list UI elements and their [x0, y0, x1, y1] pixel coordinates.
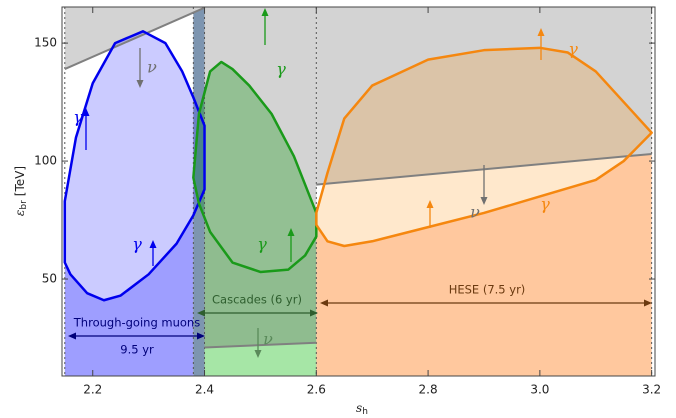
arrow-head — [254, 350, 262, 358]
y-tick-label: 50 — [42, 272, 57, 286]
annotation: γ — [73, 108, 83, 127]
x-tick-label: 3.2 — [642, 383, 661, 397]
y-label-symbol: ε — [13, 210, 27, 216]
arrow-head — [149, 240, 157, 248]
y-label-unit: [TeV] — [13, 166, 27, 196]
bound-line — [64, 7, 205, 70]
annotation: γ — [257, 235, 267, 254]
annotation: Through-going muons — [73, 316, 200, 330]
arrow-head — [197, 309, 205, 317]
bound-fill — [204, 342, 317, 376]
x-tick-label: 2.2 — [83, 383, 102, 397]
annotation: γ — [568, 40, 578, 59]
x-label-sub: h — [362, 407, 368, 417]
arrow-head — [136, 80, 144, 88]
y-tick-label: 100 — [34, 154, 57, 168]
y-tick-label: 150 — [34, 36, 57, 50]
arrow-head — [82, 108, 90, 116]
bound-line — [204, 341, 317, 349]
y-label-sub: br — [19, 200, 29, 210]
region-floor — [204, 217, 317, 376]
frame — [61, 6, 656, 377]
x-axis-label: sh — [356, 401, 368, 417]
arrow-head — [261, 8, 269, 16]
arrow-head — [537, 28, 545, 36]
x-tick-label: 2.8 — [419, 383, 438, 397]
arrow-head — [310, 309, 318, 317]
arrow-head — [320, 299, 328, 307]
contour-fill — [64, 31, 205, 301]
y-axis-label: εbr [TeV] — [13, 166, 29, 216]
x-label-symbol: s — [356, 401, 362, 415]
annotation: 9.5 yr — [120, 343, 154, 357]
contour-line — [63, 30, 206, 302]
annotation: HESE (7.5 yr) — [449, 283, 526, 297]
arrow-head — [287, 228, 295, 236]
contour-fill — [193, 61, 317, 272]
annotation: γ — [132, 235, 142, 254]
contour-fill — [316, 47, 652, 247]
annotation: ν — [263, 330, 273, 349]
annotation: γ — [540, 195, 550, 214]
arrow-head — [68, 332, 76, 340]
annotation: ν — [147, 58, 157, 77]
annotation: Cascades (6 yr) — [212, 293, 302, 307]
x-tick-label: 2.6 — [307, 383, 326, 397]
arrow-head — [644, 299, 652, 307]
arrow-head — [426, 200, 434, 208]
annotation: γ — [276, 60, 286, 79]
annotation: ν — [470, 203, 480, 222]
arrow-head — [480, 197, 488, 205]
region-floor — [316, 132, 652, 376]
arrow-head — [197, 332, 205, 340]
x-tick-label: 2.4 — [195, 383, 214, 397]
plot-area — [63, 7, 653, 376]
x-tick-label: 3.0 — [530, 383, 549, 397]
contour-line — [315, 46, 653, 248]
